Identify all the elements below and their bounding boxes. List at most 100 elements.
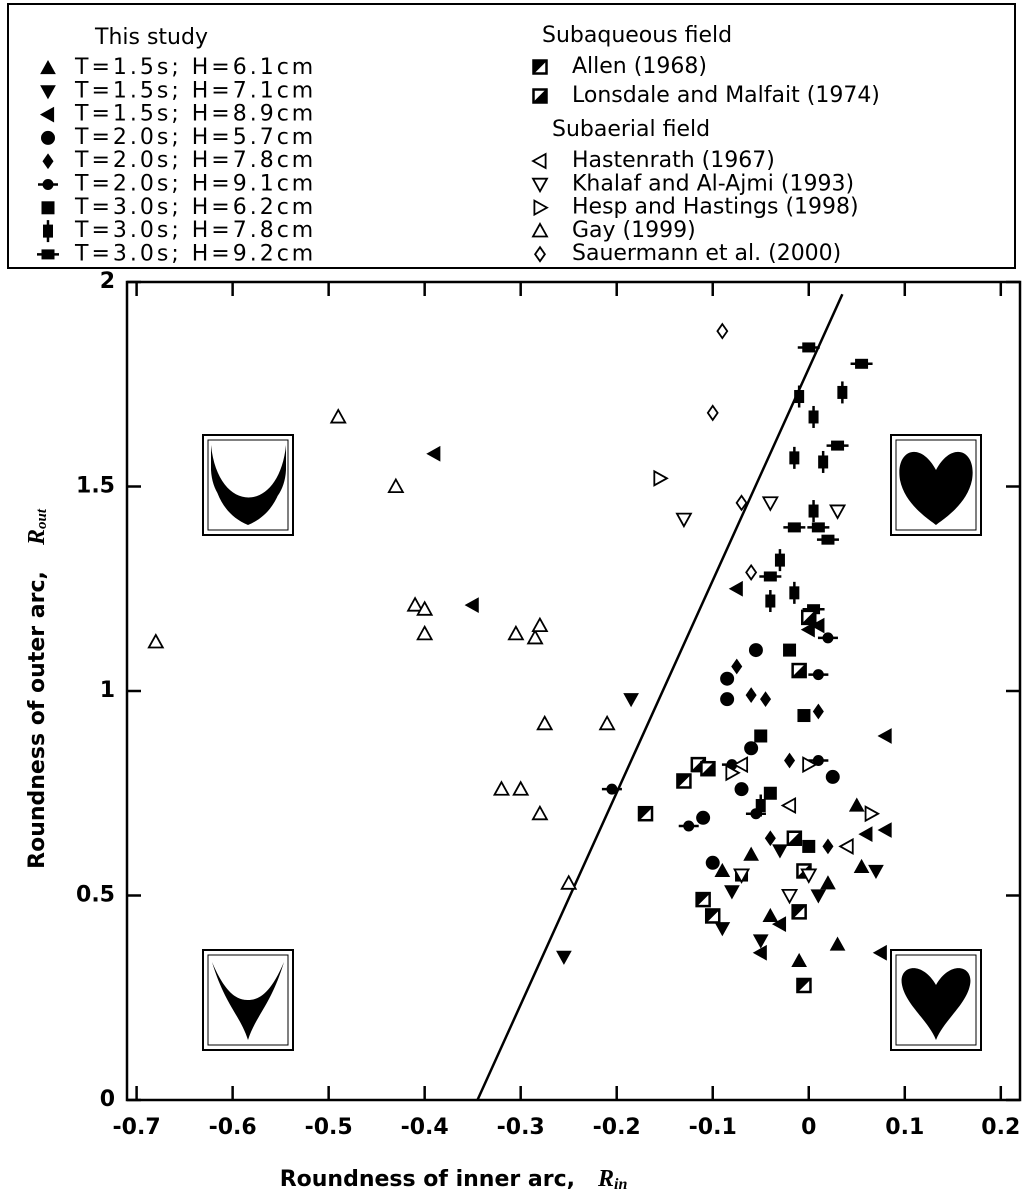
- x-tick-label: 0: [801, 1115, 816, 1140]
- marker-shape: [877, 728, 892, 744]
- legend-label: Allen (1968): [572, 54, 707, 79]
- marker-shape: [387, 477, 405, 494]
- marker-shape: [725, 764, 741, 782]
- marker: [728, 580, 743, 597]
- marker-shape: [696, 892, 711, 908]
- marker: [791, 662, 807, 679]
- marker: [406, 596, 424, 612]
- marker-shape: [872, 944, 887, 961]
- y-tick-label: 0: [100, 1087, 115, 1112]
- marker: [816, 534, 839, 545]
- marker-shape: [716, 322, 729, 340]
- marker: [714, 922, 731, 937]
- legend-item: T=3.0s; H=6.2cm: [41, 195, 313, 220]
- marker: [752, 944, 767, 961]
- marker-shape: [464, 597, 479, 613]
- marker-shape: [732, 756, 749, 774]
- marker-shape: [771, 916, 787, 932]
- legend-label: T=1.5s; H=6.1cm: [74, 55, 316, 80]
- marker: [759, 571, 782, 582]
- y-axis-label: Roundness of outer arc,: [25, 571, 50, 869]
- legend-item: Lonsdale and Malfait (1974): [532, 83, 880, 108]
- marker: [735, 494, 748, 512]
- marker: [637, 805, 654, 822]
- marker: [41, 130, 55, 145]
- legend-title: This study: [94, 25, 208, 50]
- marker: [329, 408, 347, 424]
- marker: [734, 782, 749, 797]
- legend-item: T=3.0s; H=9.2cm: [37, 241, 313, 266]
- marker: [695, 891, 711, 908]
- marker-shape: [40, 59, 56, 75]
- marker-shape: [781, 889, 799, 905]
- marker-shape: [492, 780, 511, 796]
- y-tick-label: 1: [100, 678, 115, 703]
- legend-label: Hesp and Hastings (1998): [572, 195, 859, 220]
- y-tick-label: 2: [100, 269, 115, 294]
- marker: [858, 826, 873, 842]
- inset-bottom-right: [890, 949, 982, 1051]
- marker: [783, 643, 797, 657]
- marker: [801, 609, 817, 626]
- marker: [720, 692, 735, 707]
- marker-shape: [791, 662, 807, 678]
- marker-shape: [877, 822, 892, 838]
- marker: [416, 624, 434, 641]
- marker-shape: [735, 494, 748, 512]
- marker: [764, 830, 776, 847]
- marker: [771, 916, 787, 932]
- x-tick-label: -0.7: [113, 1115, 161, 1140]
- marker: [784, 752, 796, 769]
- legend-label: Gay (1999): [572, 218, 696, 243]
- marker-shape: [810, 889, 827, 904]
- marker: [387, 477, 405, 494]
- legend-label: T=2.0s; H=5.7cm: [74, 125, 316, 150]
- marker-shape: [800, 621, 815, 638]
- marker: [800, 868, 818, 884]
- marker: [780, 796, 797, 815]
- marker-shape: [762, 907, 779, 923]
- marker-shape: [731, 658, 743, 675]
- marker: [829, 504, 847, 520]
- marker: [812, 703, 824, 720]
- marker: [818, 450, 829, 473]
- marker: [532, 59, 548, 75]
- marker: [716, 322, 729, 340]
- marker: [531, 616, 549, 633]
- marker: [38, 179, 58, 190]
- marker: [653, 469, 669, 487]
- legend-title: Subaerial field: [552, 117, 710, 142]
- marker-shape: [772, 844, 788, 859]
- marker: [743, 846, 759, 861]
- y-axis-label-group: Roundness of outer arc, Rout: [24, 508, 51, 869]
- marker-shape: [531, 177, 549, 194]
- marker-shape: [853, 858, 870, 873]
- marker-shape: [791, 952, 808, 968]
- marker-shape: [829, 936, 846, 951]
- marker-shape: [406, 596, 424, 612]
- marker: [536, 714, 554, 731]
- marker: [533, 199, 549, 217]
- marker-shape: [42, 153, 54, 170]
- marker: [720, 671, 735, 686]
- marker: [810, 889, 827, 904]
- marker-shape: [728, 580, 743, 597]
- marker: [808, 755, 829, 767]
- marker: [761, 496, 779, 512]
- marker: [748, 643, 763, 658]
- marker-shape: [41, 201, 55, 215]
- marker: [147, 633, 165, 649]
- x-tick-label: 0.2: [981, 1115, 1020, 1140]
- legend-item: Gay (1999): [531, 218, 696, 243]
- marker: [724, 885, 740, 900]
- marker-shape: [714, 922, 731, 937]
- marker: [817, 632, 838, 644]
- marker: [808, 500, 819, 523]
- y-symbol: R: [24, 529, 50, 546]
- marker-shape: [783, 643, 797, 657]
- legend-item: T=2.0s; H=9.1cm: [38, 172, 313, 197]
- marker-shape: [536, 714, 554, 731]
- marker: [40, 85, 56, 100]
- legend-item: T=2.0s; H=5.7cm: [41, 125, 316, 150]
